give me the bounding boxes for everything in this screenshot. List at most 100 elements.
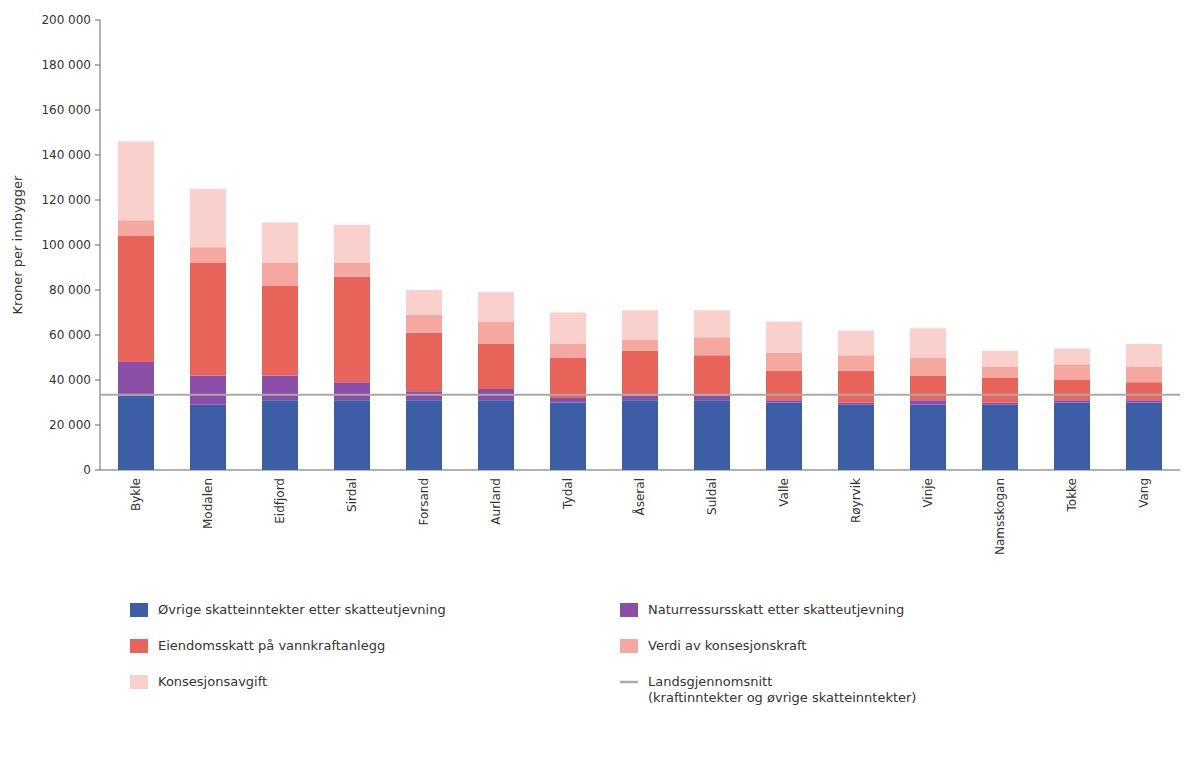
bar-segment bbox=[190, 263, 226, 376]
marks bbox=[100, 142, 1180, 471]
bar-segment bbox=[622, 340, 658, 351]
y-tick bbox=[95, 20, 100, 21]
x-tick-label: Vinje bbox=[921, 478, 935, 508]
bar-segment bbox=[262, 263, 298, 286]
bar-segment bbox=[694, 310, 730, 337]
bar-segment bbox=[694, 400, 730, 470]
y-tick-label: 0 bbox=[83, 463, 91, 477]
bar-segment bbox=[838, 371, 874, 403]
bar-segment bbox=[406, 400, 442, 470]
bar-segment bbox=[694, 337, 730, 355]
bar-segment bbox=[910, 376, 946, 401]
legend-label: Naturressursskatt etter skatteutjevning bbox=[648, 602, 904, 617]
x-axis-line bbox=[100, 470, 1180, 471]
bar-segment bbox=[406, 290, 442, 315]
bar-segment bbox=[838, 355, 874, 371]
bar-segment bbox=[694, 396, 730, 401]
bar-segment bbox=[406, 391, 442, 400]
bar-segment bbox=[118, 396, 154, 470]
legend-label: Eiendomsskatt på vannkraftanlegg bbox=[158, 638, 385, 653]
bar-segment bbox=[622, 396, 658, 401]
legend-label-line: Verdi av konsesjonskraft bbox=[648, 638, 806, 653]
x-tick-label: Namsskogan bbox=[993, 478, 1007, 555]
bar-segment bbox=[982, 403, 1018, 405]
legend-label: Konsesjonsavgift bbox=[158, 674, 267, 689]
bar-segment bbox=[118, 220, 154, 236]
y-tick bbox=[95, 425, 100, 426]
bar-segment bbox=[622, 400, 658, 470]
x-axis: BykleModalenEidfjordSirdalForsandAurland… bbox=[100, 470, 1180, 555]
y-tick-label: 20 000 bbox=[49, 418, 91, 432]
bar-segment bbox=[910, 358, 946, 376]
bar-segment bbox=[262, 376, 298, 401]
y-tick-label: 40 000 bbox=[49, 373, 91, 387]
bar-segment bbox=[478, 292, 514, 321]
bar-segment bbox=[334, 382, 370, 400]
x-tick-label: Tydal bbox=[561, 478, 575, 510]
legend-label-line: Øvrige skatteinntekter etter skatteutjev… bbox=[158, 602, 446, 617]
bar-segment bbox=[910, 400, 946, 405]
bar-segment bbox=[190, 189, 226, 248]
bar-segment bbox=[262, 223, 298, 264]
bar-segment bbox=[694, 355, 730, 396]
bar-segment bbox=[1126, 403, 1162, 471]
legend-swatch bbox=[130, 639, 148, 653]
bar-segment bbox=[838, 405, 874, 470]
y-axis-label: Kroner per innbygger bbox=[10, 175, 25, 315]
y-tick-label: 120 000 bbox=[41, 193, 91, 207]
bar-segment bbox=[1126, 400, 1162, 402]
x-tick-label: Sirdal bbox=[345, 478, 359, 512]
x-tick-label: Eidfjord bbox=[273, 478, 287, 524]
reference-line bbox=[100, 394, 1180, 396]
x-tick-label: Tokke bbox=[1065, 478, 1079, 513]
y-tick bbox=[95, 245, 100, 246]
bar-segment bbox=[118, 362, 154, 396]
bar-segment bbox=[982, 367, 1018, 378]
y-tick-label: 200 000 bbox=[41, 13, 91, 27]
bar-segment bbox=[334, 225, 370, 263]
y-tick-label: 100 000 bbox=[41, 238, 91, 252]
legend-label: Øvrige skatteinntekter etter skatteutjev… bbox=[158, 602, 446, 617]
legend-label: Verdi av konsesjonskraft bbox=[648, 638, 806, 653]
y-tick bbox=[95, 200, 100, 201]
legend-label: Landsgjennomsnitt(kraftinntekter og øvri… bbox=[648, 674, 916, 705]
bar-segment bbox=[478, 344, 514, 389]
y-tick bbox=[95, 290, 100, 291]
bar-segment bbox=[1126, 367, 1162, 383]
bar-segment bbox=[910, 328, 946, 357]
bar-segment bbox=[478, 322, 514, 345]
chart: 020 00040 00060 00080 000100 000120 0001… bbox=[0, 0, 1200, 763]
bar-segment bbox=[190, 376, 226, 405]
bar-segment bbox=[334, 400, 370, 470]
legend-swatch bbox=[620, 603, 638, 617]
bar-segment bbox=[334, 277, 370, 383]
x-tick-label: Bykle bbox=[129, 478, 143, 511]
y-tick bbox=[95, 380, 100, 381]
y-tick bbox=[95, 155, 100, 156]
x-tick-label: Valle bbox=[777, 478, 791, 507]
y-tick-label: 160 000 bbox=[41, 103, 91, 117]
bar-segment bbox=[1054, 400, 1090, 402]
bar-segment bbox=[550, 358, 586, 399]
bar-segment bbox=[478, 400, 514, 470]
legend: Øvrige skatteinntekter etter skatteutjev… bbox=[130, 602, 916, 705]
bar-segment bbox=[262, 400, 298, 470]
bar-segment bbox=[1054, 403, 1090, 471]
bar-segment bbox=[1126, 344, 1162, 367]
y-axis-line bbox=[100, 20, 101, 470]
bar-segment bbox=[190, 405, 226, 470]
bar-segment bbox=[118, 142, 154, 221]
y-tick bbox=[95, 65, 100, 66]
legend-swatch bbox=[130, 675, 148, 689]
bar-segment bbox=[406, 315, 442, 333]
legend-label-line: Naturressursskatt etter skatteutjevning bbox=[648, 602, 904, 617]
legend-label-line: (kraftinntekter og øvrige skatteinntekte… bbox=[648, 690, 916, 705]
bar-segment bbox=[838, 331, 874, 356]
x-tick-label: Suldal bbox=[705, 478, 719, 515]
bar-segment bbox=[118, 236, 154, 362]
y-tick bbox=[95, 470, 100, 471]
x-tick-label: Forsand bbox=[417, 478, 431, 526]
bar-segment bbox=[1126, 382, 1162, 400]
legend-label-line: Eiendomsskatt på vannkraftanlegg bbox=[158, 638, 385, 653]
bar-segment bbox=[406, 333, 442, 392]
